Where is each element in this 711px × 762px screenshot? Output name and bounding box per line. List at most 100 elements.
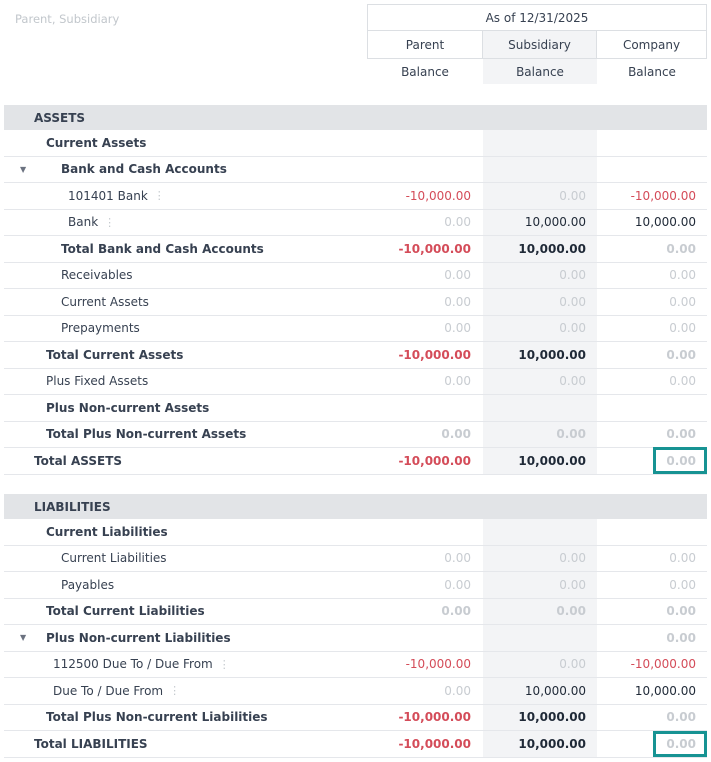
report-row[interactable]: ▼ Bank and Cash Accounts: [4, 157, 707, 183]
value-parent[interactable]: 0.00: [441, 427, 471, 442]
report-row[interactable]: Due To / Due From ⋮ 0.00 10,000.00 10,000.00: [4, 678, 707, 705]
value-subsidiary[interactable]: 0.00: [559, 188, 586, 203]
column-header-company[interactable]: Company: [597, 31, 707, 59]
value-parent[interactable]: 0.00: [444, 294, 471, 309]
report-row[interactable]: Total Current Liabilities 0.00 0.00 0.00: [4, 599, 707, 625]
report-row[interactable]: ▼ Plus Non-current Liabilities 0.00: [4, 625, 707, 652]
value-company[interactable]: 10,000.00: [634, 683, 696, 698]
value-subsidiary[interactable]: 10,000.00: [524, 683, 586, 698]
value-company[interactable]: 0.00: [666, 630, 696, 645]
report-row[interactable]: Plus Non-current Assets: [4, 395, 707, 422]
row-label-text: Total Plus Non-current Liabilities: [46, 710, 268, 725]
value-subsidiary[interactable]: 10,000.00: [518, 453, 586, 468]
value-company[interactable]: 0.00: [666, 710, 696, 725]
row-label-text: 101401 Bank: [68, 188, 148, 203]
column-header-subsidiary[interactable]: Subsidiary: [483, 31, 597, 59]
value-subsidiary[interactable]: 10,000.00: [524, 215, 586, 230]
report-row[interactable]: Total Plus Non-current Assets 0.00 0.00 0.0…: [4, 422, 707, 448]
report-row[interactable]: Prepayments 0.00 0.00 0.00: [4, 316, 707, 342]
value-parent[interactable]: -10,000.00: [405, 188, 471, 203]
row-label-text: Total Bank and Cash Accounts: [61, 241, 264, 256]
value-company[interactable]: 0.00: [666, 241, 696, 256]
value-parent[interactable]: 0.00: [444, 551, 471, 566]
value-parent[interactable]: 0.00: [444, 268, 471, 283]
report-row[interactable]: Total LIABILITIES -10,000.00 10,000.00 0.00: [4, 731, 707, 758]
report-row[interactable]: Total Plus Non-current Liabilities -10,00…: [4, 705, 707, 731]
value-parent[interactable]: -10,000.00: [398, 347, 471, 362]
value-parent[interactable]: -10,000.00: [398, 736, 471, 751]
assets-rows: Current Assets ▼ Bank and Cash Accounts 101…: [4, 130, 707, 475]
value-company[interactable]: 0.00: [666, 604, 696, 619]
row-label: Plus Fixed Assets: [46, 369, 148, 395]
report-row[interactable]: Current Assets: [4, 130, 707, 157]
liabilities-rows: Current Liabilities Current Liabilities 0.…: [4, 519, 707, 758]
row-label: Total Current Assets: [46, 342, 183, 368]
value-company[interactable]: 0.00: [666, 427, 696, 442]
report-row[interactable]: Receivables 0.00 0.00 0.00: [4, 263, 707, 289]
report-row[interactable]: 112500 Due To / Due From ⋮ -10,000.00 0.00 -…: [4, 652, 707, 678]
value-company[interactable]: -10,000.00: [630, 657, 696, 672]
value-subsidiary[interactable]: 0.00: [559, 374, 586, 389]
value-subsidiary[interactable]: 0.00: [556, 604, 586, 619]
row-label-text: Total Current Assets: [46, 347, 184, 362]
value-subsidiary[interactable]: 10,000.00: [518, 710, 586, 725]
value-subsidiary[interactable]: 10,000.00: [518, 736, 586, 751]
row-label: 112500 Due To / Due From ⋮: [53, 652, 230, 678]
value-subsidiary[interactable]: 0.00: [559, 577, 586, 592]
value-company[interactable]: 10,000.00: [634, 215, 696, 230]
value-parent[interactable]: 0.00: [444, 374, 471, 389]
value-company[interactable]: 0.00: [669, 294, 696, 309]
value-subsidiary[interactable]: 0.00: [559, 268, 586, 283]
report-row[interactable]: Total Current Assets -10,000.00 10,000.00 0…: [4, 342, 707, 369]
report-row[interactable]: Bank ⋮ 0.00 10,000.00 10,000.00: [4, 210, 707, 236]
caret-down-icon[interactable]: ▼: [20, 633, 27, 643]
value-company[interactable]: 0.00: [666, 736, 696, 751]
report-row[interactable]: Current Liabilities 0.00 0.00 0.00: [4, 546, 707, 572]
value-parent[interactable]: -10,000.00: [398, 710, 471, 725]
value-parent[interactable]: 0.00: [444, 215, 471, 230]
value-subsidiary[interactable]: 0.00: [559, 321, 586, 336]
value-parent[interactable]: 0.00: [444, 321, 471, 336]
value-parent[interactable]: -10,000.00: [398, 453, 471, 468]
report-row[interactable]: Current Liabilities: [4, 519, 707, 546]
value-company[interactable]: 0.00: [669, 268, 696, 283]
row-label-text: Total ASSETS: [34, 453, 123, 468]
value-company[interactable]: -10,000.00: [630, 188, 696, 203]
value-parent[interactable]: 0.00: [444, 577, 471, 592]
section-title-liabilities: LIABILITIES: [4, 494, 707, 519]
report-row[interactable]: Plus Fixed Assets 0.00 0.00 0.00: [4, 369, 707, 395]
value-subsidiary[interactable]: 0.00: [559, 551, 586, 566]
value-parent[interactable]: -10,000.00: [398, 241, 471, 256]
caret-down-icon[interactable]: ▼: [20, 164, 27, 174]
value-parent[interactable]: 0.00: [441, 604, 471, 619]
report-row[interactable]: Payables 0.00 0.00 0.00: [4, 572, 707, 599]
value-subsidiary[interactable]: 0.00: [556, 427, 586, 442]
value-subsidiary[interactable]: 10,000.00: [518, 347, 586, 362]
value-company[interactable]: 0.00: [669, 321, 696, 336]
report-row[interactable]: Total ASSETS -10,000.00 10,000.00 0.00: [4, 448, 707, 475]
value-parent[interactable]: 0.00: [444, 683, 471, 698]
value-company[interactable]: 0.00: [669, 551, 696, 566]
value-company[interactable]: 0.00: [669, 577, 696, 592]
column-header-parent[interactable]: Parent: [367, 31, 483, 59]
row-label: Total Bank and Cash Accounts: [61, 236, 264, 262]
vertical-dots-icon[interactable]: ⋮: [104, 215, 116, 229]
value-subsidiary[interactable]: 0.00: [559, 294, 586, 309]
value-company[interactable]: 0.00: [666, 453, 696, 468]
section-title-assets: ASSETS: [4, 105, 707, 130]
value-subsidiary[interactable]: 0.00: [559, 657, 586, 672]
vertical-dots-icon[interactable]: ⋮: [218, 657, 230, 671]
filter-label[interactable]: Parent, Subsidiary: [15, 12, 120, 26]
vertical-dots-icon[interactable]: ⋮: [153, 189, 165, 203]
vertical-dots-icon[interactable]: ⋮: [169, 684, 181, 698]
value-parent[interactable]: -10,000.00: [405, 657, 471, 672]
period-header[interactable]: As of 12/31/2025: [367, 4, 707, 31]
row-label: Current Assets: [61, 289, 149, 315]
value-company[interactable]: 0.00: [669, 374, 696, 389]
report-row[interactable]: 101401 Bank ⋮ -10,000.00 0.00 -10,000.00: [4, 183, 707, 210]
value-company[interactable]: 0.00: [666, 347, 696, 362]
row-label-text: Plus Non-current Liabilities: [46, 630, 231, 645]
report-row[interactable]: Current Assets 0.00 0.00 0.00: [4, 289, 707, 316]
report-row[interactable]: Total Bank and Cash Accounts -10,000.00 10…: [4, 236, 707, 263]
value-subsidiary[interactable]: 10,000.00: [518, 241, 586, 256]
